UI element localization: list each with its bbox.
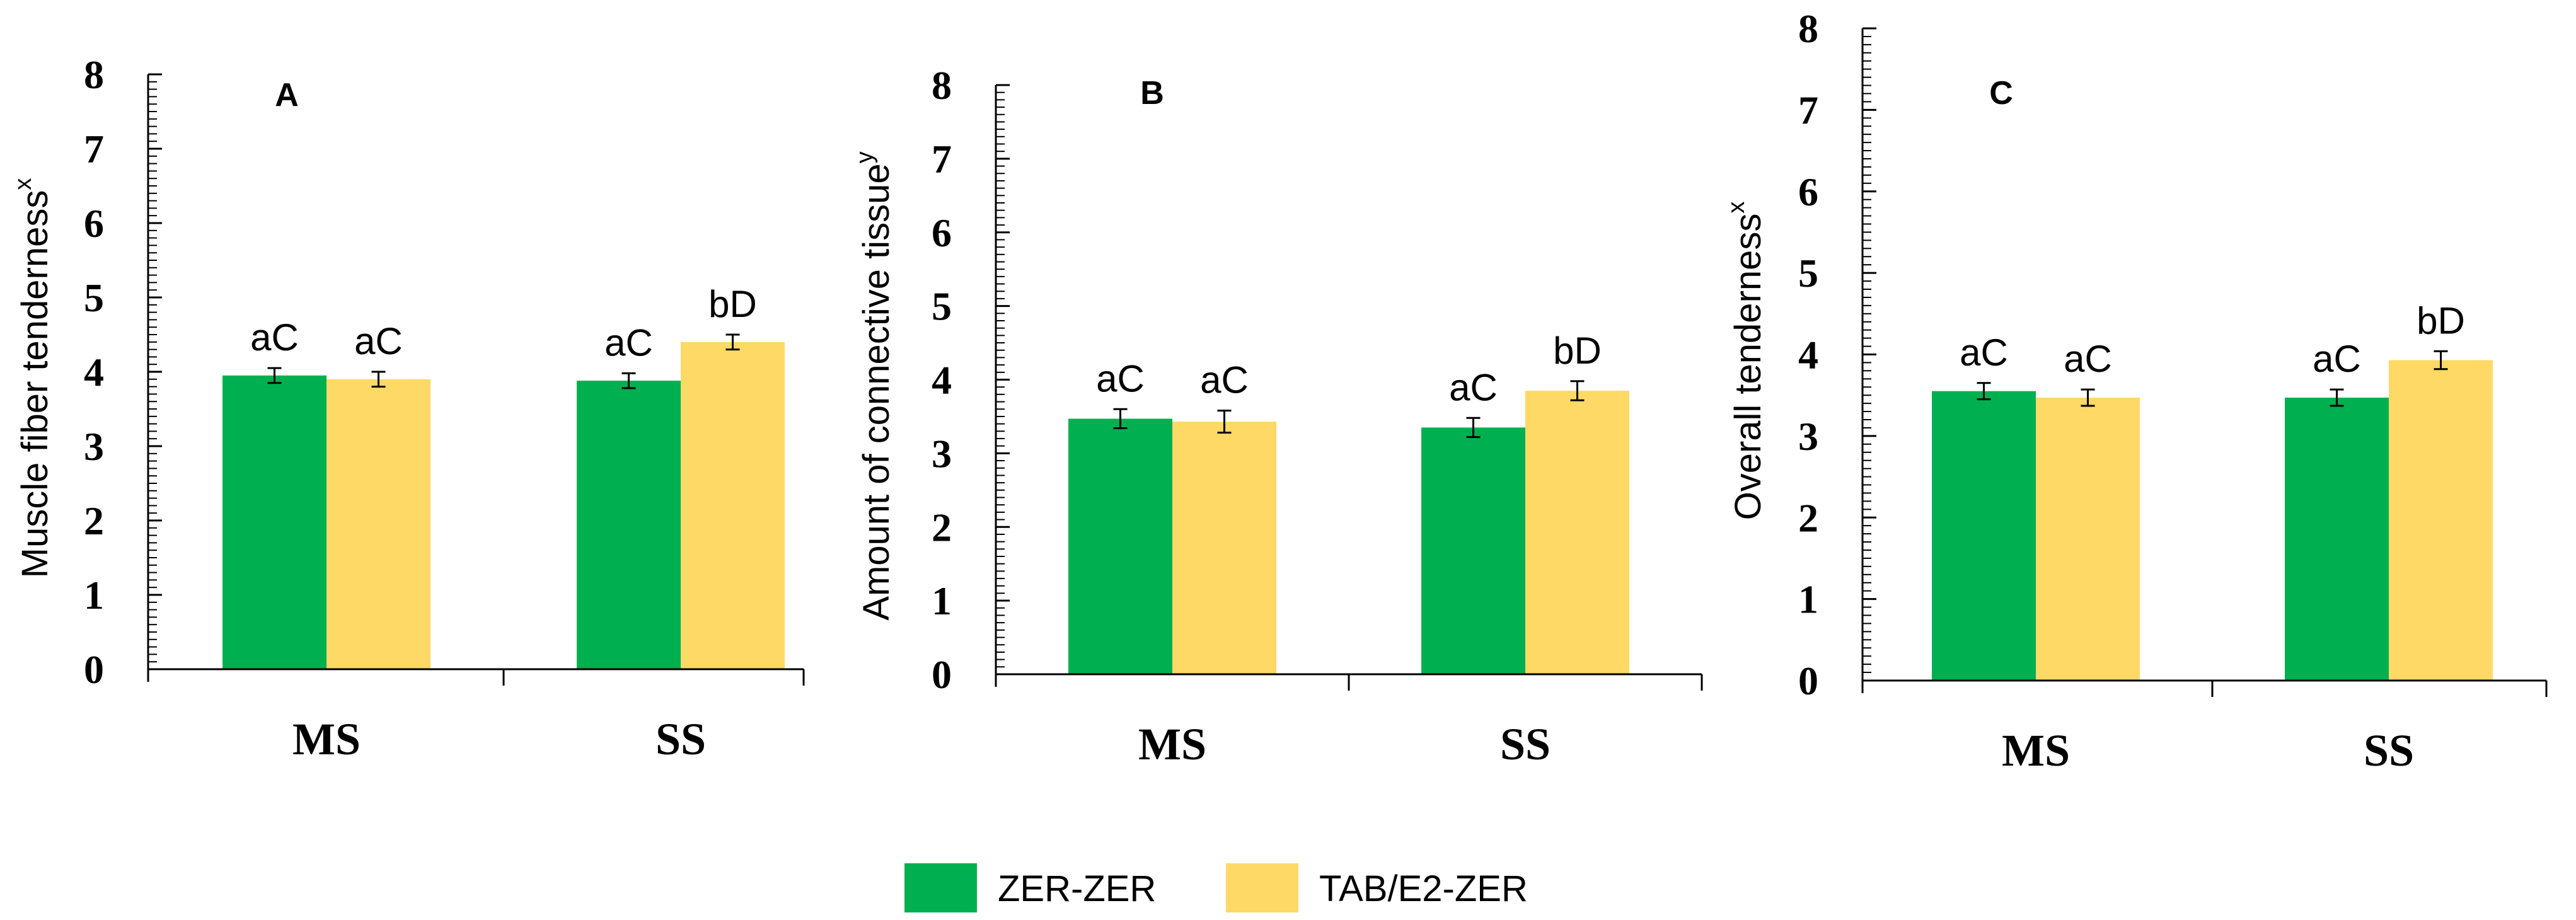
x-category-label: MS (2002, 725, 2070, 776)
y-tick-label: 6 (84, 201, 104, 246)
y-tick-label: 1 (1798, 577, 1818, 622)
significance-label: aC (354, 320, 403, 362)
panel-letter: A (275, 77, 299, 113)
chart-panel-A: aC aC aC bD 0 1 2 3 4 5 6 7 8 MS SS A Muscle fiber tende… (10, 52, 805, 764)
bar-ZER-ZER-MS (1932, 391, 2036, 681)
y-tick-label: 4 (84, 350, 104, 394)
significance-label: aC (1200, 359, 1249, 401)
y-axis-label-superscript: x (1723, 202, 1750, 214)
bar-TAB/E2-ZER-SS (681, 342, 785, 669)
significance-label: aC (2064, 338, 2112, 380)
y-tick-label: 5 (84, 275, 104, 320)
y-tick-label: 3 (1798, 414, 1818, 459)
y-tick-label: 2 (1798, 495, 1818, 540)
y-tick-label: 3 (932, 431, 952, 476)
y-tick-label: 2 (932, 505, 952, 549)
y-tick-label: 8 (932, 63, 952, 108)
bar-TAB/E2-ZER-MS (2036, 398, 2140, 681)
y-tick-label: 7 (1798, 88, 1818, 132)
panel-letter: C (1989, 75, 2013, 112)
bar-TAB/E2-ZER-MS (1172, 422, 1276, 674)
x-category-label: MS (292, 714, 361, 764)
significance-label: aC (1960, 331, 2008, 374)
bar-TAB/E2-ZER-SS (1525, 391, 1629, 674)
significance-label: aC (1449, 366, 1498, 408)
y-tick-label: 3 (84, 424, 104, 469)
y-axis-label: Overall tendernessx (1723, 202, 1769, 520)
significance-label: aC (604, 321, 653, 364)
y-tick-label: 6 (1798, 170, 1818, 214)
x-category-label: SS (656, 714, 706, 764)
panel-letter: B (1140, 75, 1164, 112)
legend-label: ZER-ZER (998, 868, 1156, 909)
legend: ZER-ZER TAB/E2-ZER (904, 863, 1528, 912)
y-tick-label: 7 (84, 127, 104, 171)
y-axis-label: Muscle fiber tendernessx (10, 178, 55, 578)
y-tick-label: 4 (1798, 333, 1818, 377)
legend-label: TAB/E2-ZER (1319, 868, 1528, 909)
y-axis-label-text: Amount of connective tissue (856, 163, 897, 620)
y-tick-label: 0 (84, 647, 104, 692)
significance-label: aC (2313, 338, 2361, 380)
legend-swatch (904, 863, 977, 912)
bar-ZER-ZER-SS (577, 381, 681, 669)
y-tick-label: 2 (84, 498, 104, 543)
y-tick-label: 7 (932, 137, 952, 181)
chart-panel-C: aC aC aC bD 0 1 2 3 4 5 6 7 8 MS SS C Overall tenderness… (1723, 6, 2548, 776)
y-tick-label: 0 (932, 652, 952, 697)
significance-label: aC (1096, 357, 1145, 400)
bar-TAB/E2-ZER-SS (2389, 360, 2493, 681)
y-axis-label-text: Muscle fiber tenderness (14, 190, 55, 578)
bar-ZER-ZER-MS (222, 375, 326, 669)
bar-TAB/E2-ZER-MS (326, 379, 430, 669)
y-axis-label-text: Overall tenderness (1728, 214, 1769, 520)
chart-panel-B: aC aC aC bD 0 1 2 3 4 5 6 7 8 MS SS B Amount of connecti… (852, 63, 1703, 769)
y-tick-label: 1 (932, 578, 952, 623)
y-tick-label: 4 (932, 358, 952, 403)
significance-label: aC (250, 316, 299, 359)
y-tick-label: 1 (84, 573, 104, 618)
significance-label: bD (2417, 299, 2465, 342)
y-tick-label: 8 (84, 52, 104, 97)
y-tick-label: 5 (932, 284, 952, 329)
x-category-label: SS (2364, 725, 2414, 776)
y-axis-label-superscript: y (852, 151, 878, 163)
legend-swatch (1226, 863, 1298, 912)
x-category-label: SS (1500, 719, 1551, 769)
y-tick-label: 0 (1798, 658, 1818, 703)
y-axis-label: Amount of connective tissuey (852, 151, 897, 620)
y-tick-label: 8 (1798, 6, 1818, 51)
bar-ZER-ZER-SS (2285, 398, 2389, 681)
significance-label: bD (1553, 330, 1602, 372)
y-tick-label: 6 (932, 210, 952, 255)
bar-ZER-ZER-MS (1068, 418, 1172, 674)
bar-ZER-ZER-SS (1421, 427, 1525, 674)
x-category-label: MS (1138, 719, 1206, 769)
y-axis-label-superscript: x (10, 178, 37, 190)
significance-label: bD (708, 283, 757, 325)
chart-panels: aC aC aC bD 0 1 2 3 4 5 6 7 8 MS SS A Muscle fiber tende… (10, 6, 2548, 776)
y-tick-label: 5 (1798, 251, 1818, 296)
